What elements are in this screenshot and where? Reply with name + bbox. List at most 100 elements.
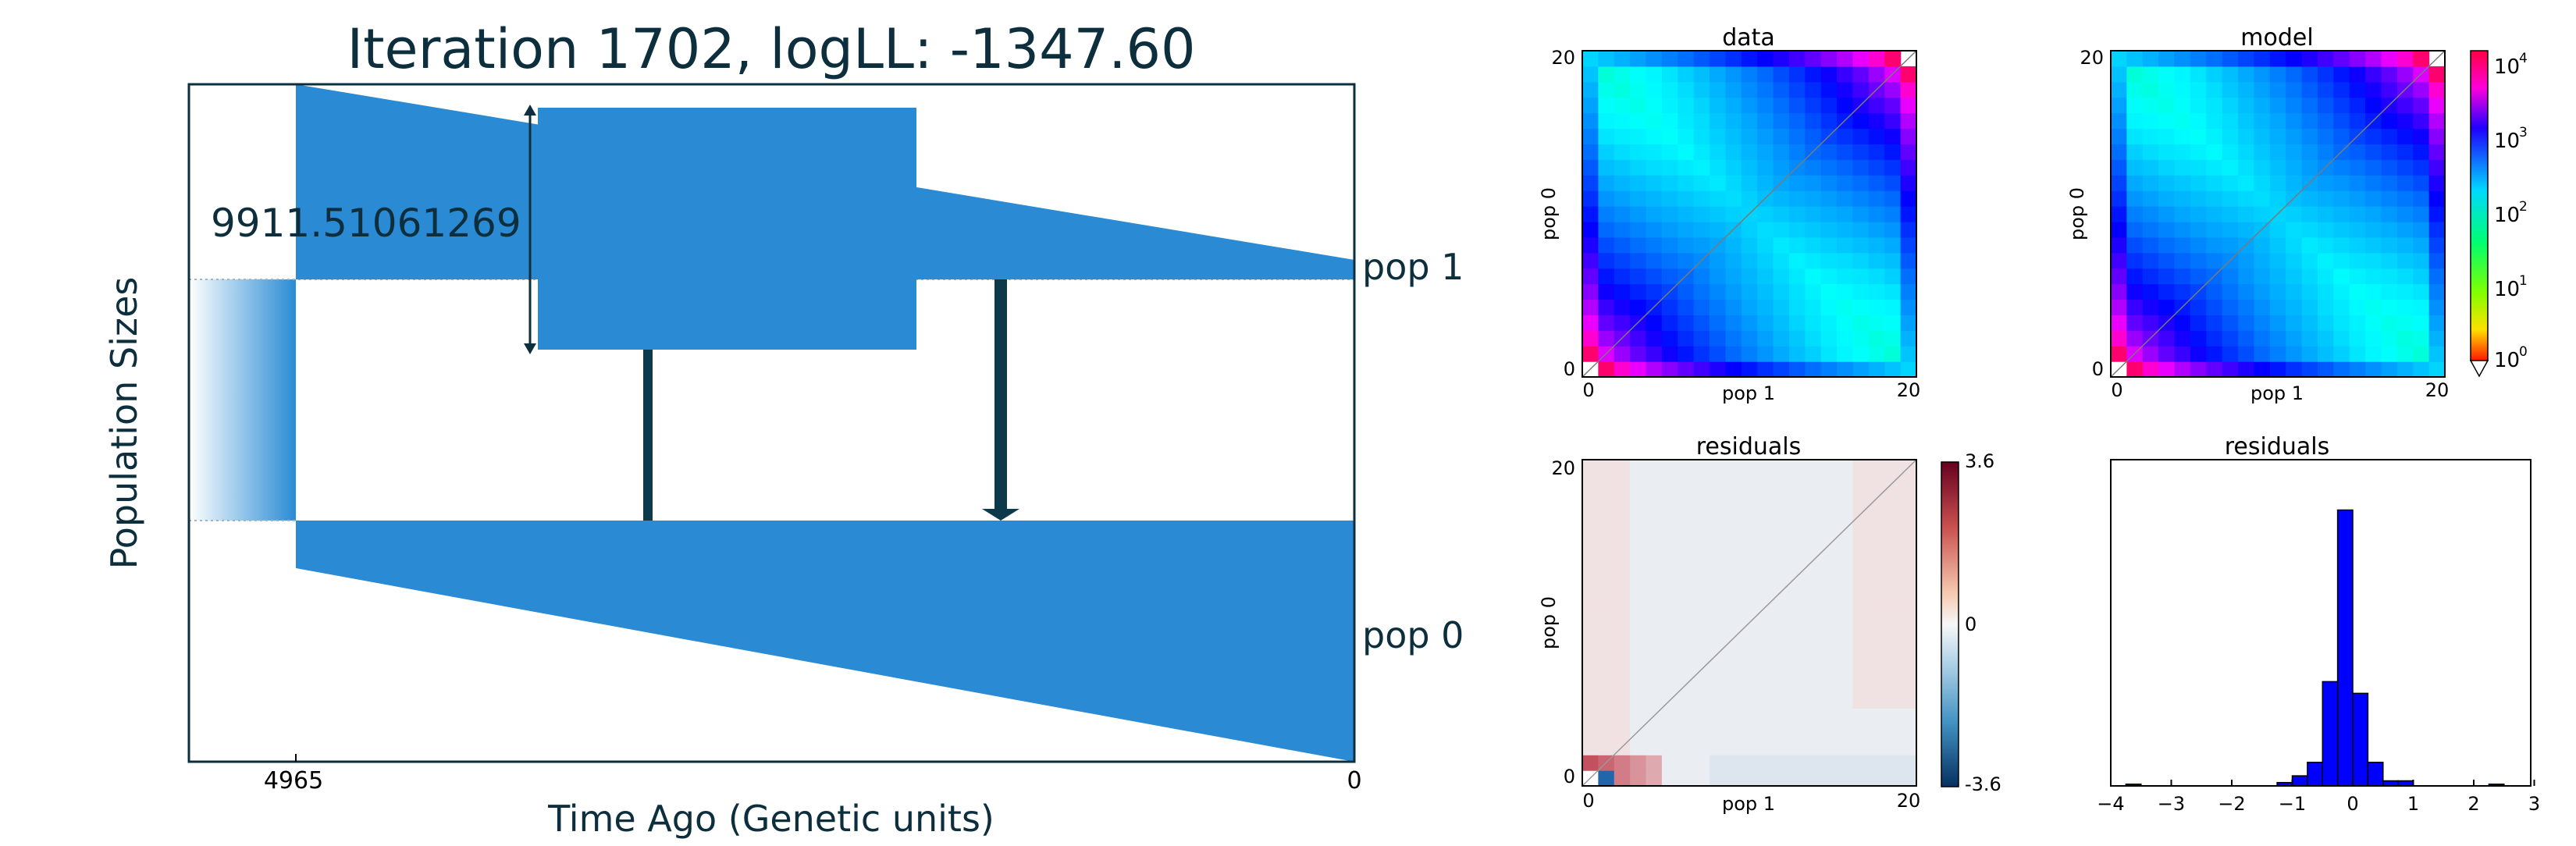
heatmap-cell <box>1741 97 1758 114</box>
data-heatmap-frame <box>1582 50 1917 378</box>
heatmap-cell <box>2301 128 2318 145</box>
heatmap-cell <box>2301 144 2318 160</box>
heatmap-cell <box>1710 159 1727 176</box>
heatmap-cell <box>1773 521 1790 539</box>
heatmap-cell <box>2317 221 2334 238</box>
heatmap-cell <box>1805 268 1822 285</box>
heatmap-cell <box>1900 159 1917 176</box>
heatmap-cell <box>1900 315 1917 331</box>
heatmap-cell <box>1725 506 1742 523</box>
heatmap-cell <box>2111 51 2127 67</box>
heatmap-cell <box>1837 252 1854 269</box>
heatmap-cell <box>2349 206 2366 222</box>
heatmap-cell <box>1710 755 1727 771</box>
heatmap-cell <box>2428 330 2446 347</box>
heatmap-cell <box>1646 51 1663 67</box>
heatmap-cell <box>1773 661 1790 678</box>
heatmap-cell <box>1820 81 1838 98</box>
heatmap-cell <box>1820 175 1838 191</box>
heatmap-cell <box>1820 330 1838 347</box>
heatmap-cell <box>1900 645 1917 663</box>
heatmap-cell <box>1805 599 1822 616</box>
heatmap-cell <box>1710 346 1727 362</box>
heatmap-cell <box>1741 506 1758 523</box>
heatmap-cell <box>2365 361 2382 378</box>
heatmap-cell <box>1788 460 1806 476</box>
heatmap-cell <box>1741 584 1758 600</box>
heatmap-cell <box>1820 708 1838 724</box>
heatmap-cell <box>1884 159 1902 176</box>
heatmap-cell <box>1582 268 1599 285</box>
heatmap-cell <box>1614 190 1631 207</box>
heatmap-cell <box>1852 206 1870 222</box>
heatmap-cell <box>1710 190 1727 207</box>
heatmap-cell <box>2396 175 2414 191</box>
heatmap-cell <box>2317 361 2334 378</box>
heatmap-cell <box>2413 81 2430 98</box>
heatmap-cell <box>1598 645 1615 663</box>
heatmap-cell <box>2142 112 2159 130</box>
heatmap-cell <box>1788 128 1806 145</box>
heatmap-cell <box>1661 506 1678 523</box>
data-heatmap-xtick-left: 0 <box>1582 379 1594 401</box>
heatmap-cell <box>2158 236 2176 254</box>
heatmap-cell <box>1598 490 1615 507</box>
heatmap-cell <box>1741 755 1758 771</box>
heatmap-cell <box>1725 175 1742 191</box>
heatmap-cell <box>2428 221 2446 238</box>
heatmap-cell <box>1630 236 1647 254</box>
heatmap-cell <box>1678 506 1695 523</box>
heatmap-cell <box>1773 739 1790 755</box>
pop-0-shape <box>296 521 1354 762</box>
pop-0-label: pop 0 <box>1362 614 1464 656</box>
heatmap-cell <box>1773 81 1790 98</box>
heatmap-cell <box>1837 506 1854 523</box>
heatmap-cell <box>2142 128 2159 145</box>
heatmap-cell <box>1710 51 1727 67</box>
heatmap-cell <box>1773 677 1790 694</box>
heatmap-cell <box>1820 159 1838 176</box>
heatmap-cell <box>2190 252 2207 269</box>
heatmap-cell <box>1868 236 1885 254</box>
heatmap-cell <box>1820 346 1838 362</box>
heatmap-cell <box>2142 252 2159 269</box>
heatmap-cell <box>1900 221 1917 238</box>
heatmap-cell <box>1884 112 1902 130</box>
heatmap-cell <box>1630 66 1647 83</box>
heatmap-cell <box>1598 190 1615 207</box>
heatmap-cell <box>1678 361 1695 378</box>
heatmap-cell <box>2190 236 2207 254</box>
heatmap-cell <box>1693 51 1710 67</box>
heatmap-cell <box>2413 315 2430 331</box>
heatmap-cell <box>1678 568 1695 585</box>
heatmap-cell <box>2269 236 2286 254</box>
heatmap-cell <box>2222 236 2239 254</box>
heatmap-cell <box>2222 283 2239 300</box>
heatmap-cell <box>1693 490 1710 507</box>
heatmap-cell <box>2413 236 2430 254</box>
heatmap-cell <box>2317 190 2334 207</box>
heatmap-cell <box>1710 630 1727 647</box>
heatmap-cell <box>2254 330 2271 347</box>
heatmap-cell <box>1598 315 1615 331</box>
heatmap-cell <box>1725 97 1742 114</box>
heatmap-cell <box>2174 190 2191 207</box>
heatmap-cell <box>1884 770 1902 787</box>
heatmap-cell <box>1788 66 1806 83</box>
heatmap-cell <box>2396 299 2414 315</box>
heatmap-cell <box>1868 521 1885 539</box>
heatmap-cell <box>1725 315 1742 331</box>
heatmap-cell <box>2381 206 2398 222</box>
heatmap-cell <box>2206 315 2223 331</box>
heatmap-cell <box>1900 252 1917 269</box>
heatmap-cell <box>1710 599 1727 616</box>
model-heatmap-diagonal <box>2110 50 2446 378</box>
heatmap-cell <box>2413 112 2430 130</box>
heatmap-cell <box>1852 677 1870 694</box>
heatmap-cell <box>1582 584 1599 600</box>
heatmap-cell <box>1788 221 1806 238</box>
heatmap-cell <box>2269 175 2286 191</box>
heatmap-cell <box>1646 190 1663 207</box>
heatmap-cell <box>2126 97 2144 114</box>
heatmap-cell <box>1805 661 1822 678</box>
